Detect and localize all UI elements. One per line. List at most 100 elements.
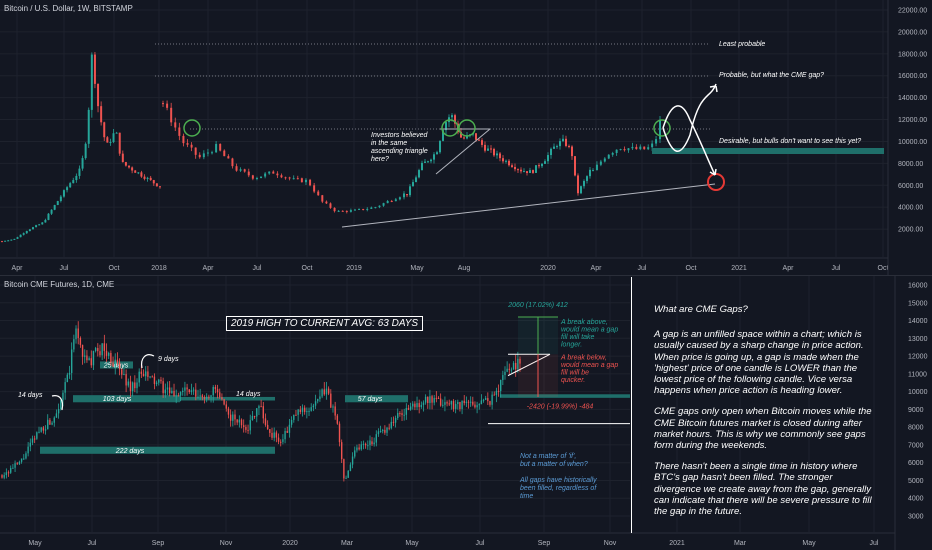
btc-2017-candle xyxy=(44,219,47,223)
btc-2018-candle xyxy=(227,156,230,159)
cme-2019-candle xyxy=(208,396,210,398)
cme-2020-candle xyxy=(382,429,384,432)
cme-2019-candle xyxy=(110,352,112,363)
cme-chart-panel: 16000 15000 14000 13000 12000 11000 10000 9000 8… xyxy=(0,276,932,550)
cme-2019-candle xyxy=(327,388,330,394)
cme-2019-candle xyxy=(97,348,99,352)
btc-2018-candle xyxy=(382,203,385,206)
cme-2019-candle xyxy=(92,351,95,366)
cme-2019-candle xyxy=(38,431,40,433)
annotation-investors-line: ascending triangle xyxy=(371,148,428,155)
cme-2019-candle xyxy=(73,339,75,350)
btc-2018-candle xyxy=(317,191,320,196)
cme-2020-candle xyxy=(478,404,480,406)
btc-2018-candle xyxy=(353,209,356,211)
cme-2019-candle xyxy=(308,410,310,412)
x-tick-label: Apr xyxy=(783,265,795,272)
btc-2019-candle xyxy=(433,154,435,160)
btc-2019-candle xyxy=(505,160,507,162)
cme-2019-candle xyxy=(125,374,127,386)
btc-2017-candle xyxy=(149,177,152,181)
cme-2019-candle xyxy=(338,423,341,443)
btc-2017-candle xyxy=(10,239,13,241)
cme-2019-candle xyxy=(127,381,129,386)
cme-2019-candle xyxy=(68,372,71,375)
btc-2019-candle xyxy=(568,145,570,147)
cme-2019-candle xyxy=(273,432,275,438)
btc-2018-candle xyxy=(206,152,209,154)
btc-2019-candle xyxy=(556,146,558,148)
btc-2019-candle xyxy=(493,148,495,156)
btc-2019-candle xyxy=(526,171,528,173)
btc-2018-candle xyxy=(358,208,361,210)
btc-2017-candle xyxy=(28,229,31,231)
btc-2017-candle xyxy=(78,168,81,176)
break-below-line: would mean a gap xyxy=(561,362,618,369)
cme-2019-candle xyxy=(53,417,55,423)
btc-2017-candle xyxy=(155,183,158,187)
btc-2018-candle xyxy=(374,207,377,209)
x-tick-label: Jul xyxy=(638,265,647,272)
cme-2020-candle xyxy=(373,442,375,445)
cme-gap-zone xyxy=(652,148,884,154)
btc-2020-candle xyxy=(611,152,614,155)
btc-2020-candle xyxy=(655,139,658,144)
cme-2020-candle xyxy=(510,369,513,371)
btc-2018-candle xyxy=(378,205,381,208)
btc-2017-candle xyxy=(56,201,59,206)
btc-2019-candle xyxy=(544,161,546,164)
cme-2019-candle xyxy=(51,422,53,425)
explain-paragraph-3: There hasn't been a single time in histo… xyxy=(654,461,872,518)
btc-2019-candle xyxy=(547,155,549,162)
y-tick-label: 18000.00 xyxy=(898,51,927,58)
btc-2018-candle xyxy=(349,210,352,212)
x-tick-label: Nov xyxy=(604,540,617,547)
blue-note-line: time xyxy=(520,493,533,500)
btc-2019-candle xyxy=(445,122,447,131)
btc-2018-candle xyxy=(235,166,238,171)
cme-2020-candle xyxy=(399,413,401,415)
cme-2019-candle xyxy=(312,405,315,408)
cme-2019-candle xyxy=(186,387,188,390)
cme-chart-svg: 16000 15000 14000 13000 12000 11000 10000 9000 8… xyxy=(0,276,928,550)
cme-2019-candle xyxy=(49,419,51,425)
cme-2020-candle xyxy=(420,404,423,408)
y-tick-label: 10000.00 xyxy=(898,139,927,146)
cme-chart-title: Bitcoin CME Futures, 1D, CME xyxy=(4,280,115,289)
cme-2020-candle xyxy=(442,404,444,406)
btc-2019-candle xyxy=(454,115,456,124)
btc-2019-candle xyxy=(577,175,579,194)
cme-2019-candle xyxy=(44,429,47,431)
cme-2019-candle xyxy=(264,418,267,425)
cme-2020-candle xyxy=(375,434,377,443)
btc-2017-candle xyxy=(121,153,124,163)
cme-2019-candle xyxy=(362,443,365,445)
cme-2019-candle xyxy=(123,374,125,376)
x-tick-label: Apr xyxy=(591,265,603,272)
cme-2020-candle xyxy=(386,427,388,433)
cme-2019-candle xyxy=(3,475,5,478)
btc-2017-candle xyxy=(112,133,115,143)
cme-2019-candle xyxy=(306,411,308,413)
panel-divider[interactable] xyxy=(0,275,932,276)
cme-2019-candle xyxy=(284,431,286,440)
break-above-line: fill will take xyxy=(561,334,595,341)
btc-2017-candle xyxy=(134,170,137,173)
cme-2019-candle xyxy=(33,438,36,440)
cme-2019-candle xyxy=(225,404,227,409)
cme-gap-zone xyxy=(180,396,275,401)
cme-2019-candle xyxy=(266,424,269,430)
btc-2017-candle xyxy=(16,237,19,239)
cme-2019-candle xyxy=(86,355,88,361)
cme-2020-candle xyxy=(457,402,459,404)
y-tick-label: 6000.00 xyxy=(898,183,923,190)
btc-2017-candle xyxy=(93,54,96,84)
y-tick-label: 12000.00 xyxy=(898,117,927,124)
x-tick-label: 2021 xyxy=(731,265,747,272)
btc-2019-candle xyxy=(466,135,468,139)
cme-2019-candle xyxy=(351,456,354,465)
cme-2019-candle xyxy=(288,424,291,433)
btc-2019-candle xyxy=(418,170,420,178)
btc-2017-candle xyxy=(103,122,106,138)
y-tick-label: 9000 xyxy=(908,407,924,414)
